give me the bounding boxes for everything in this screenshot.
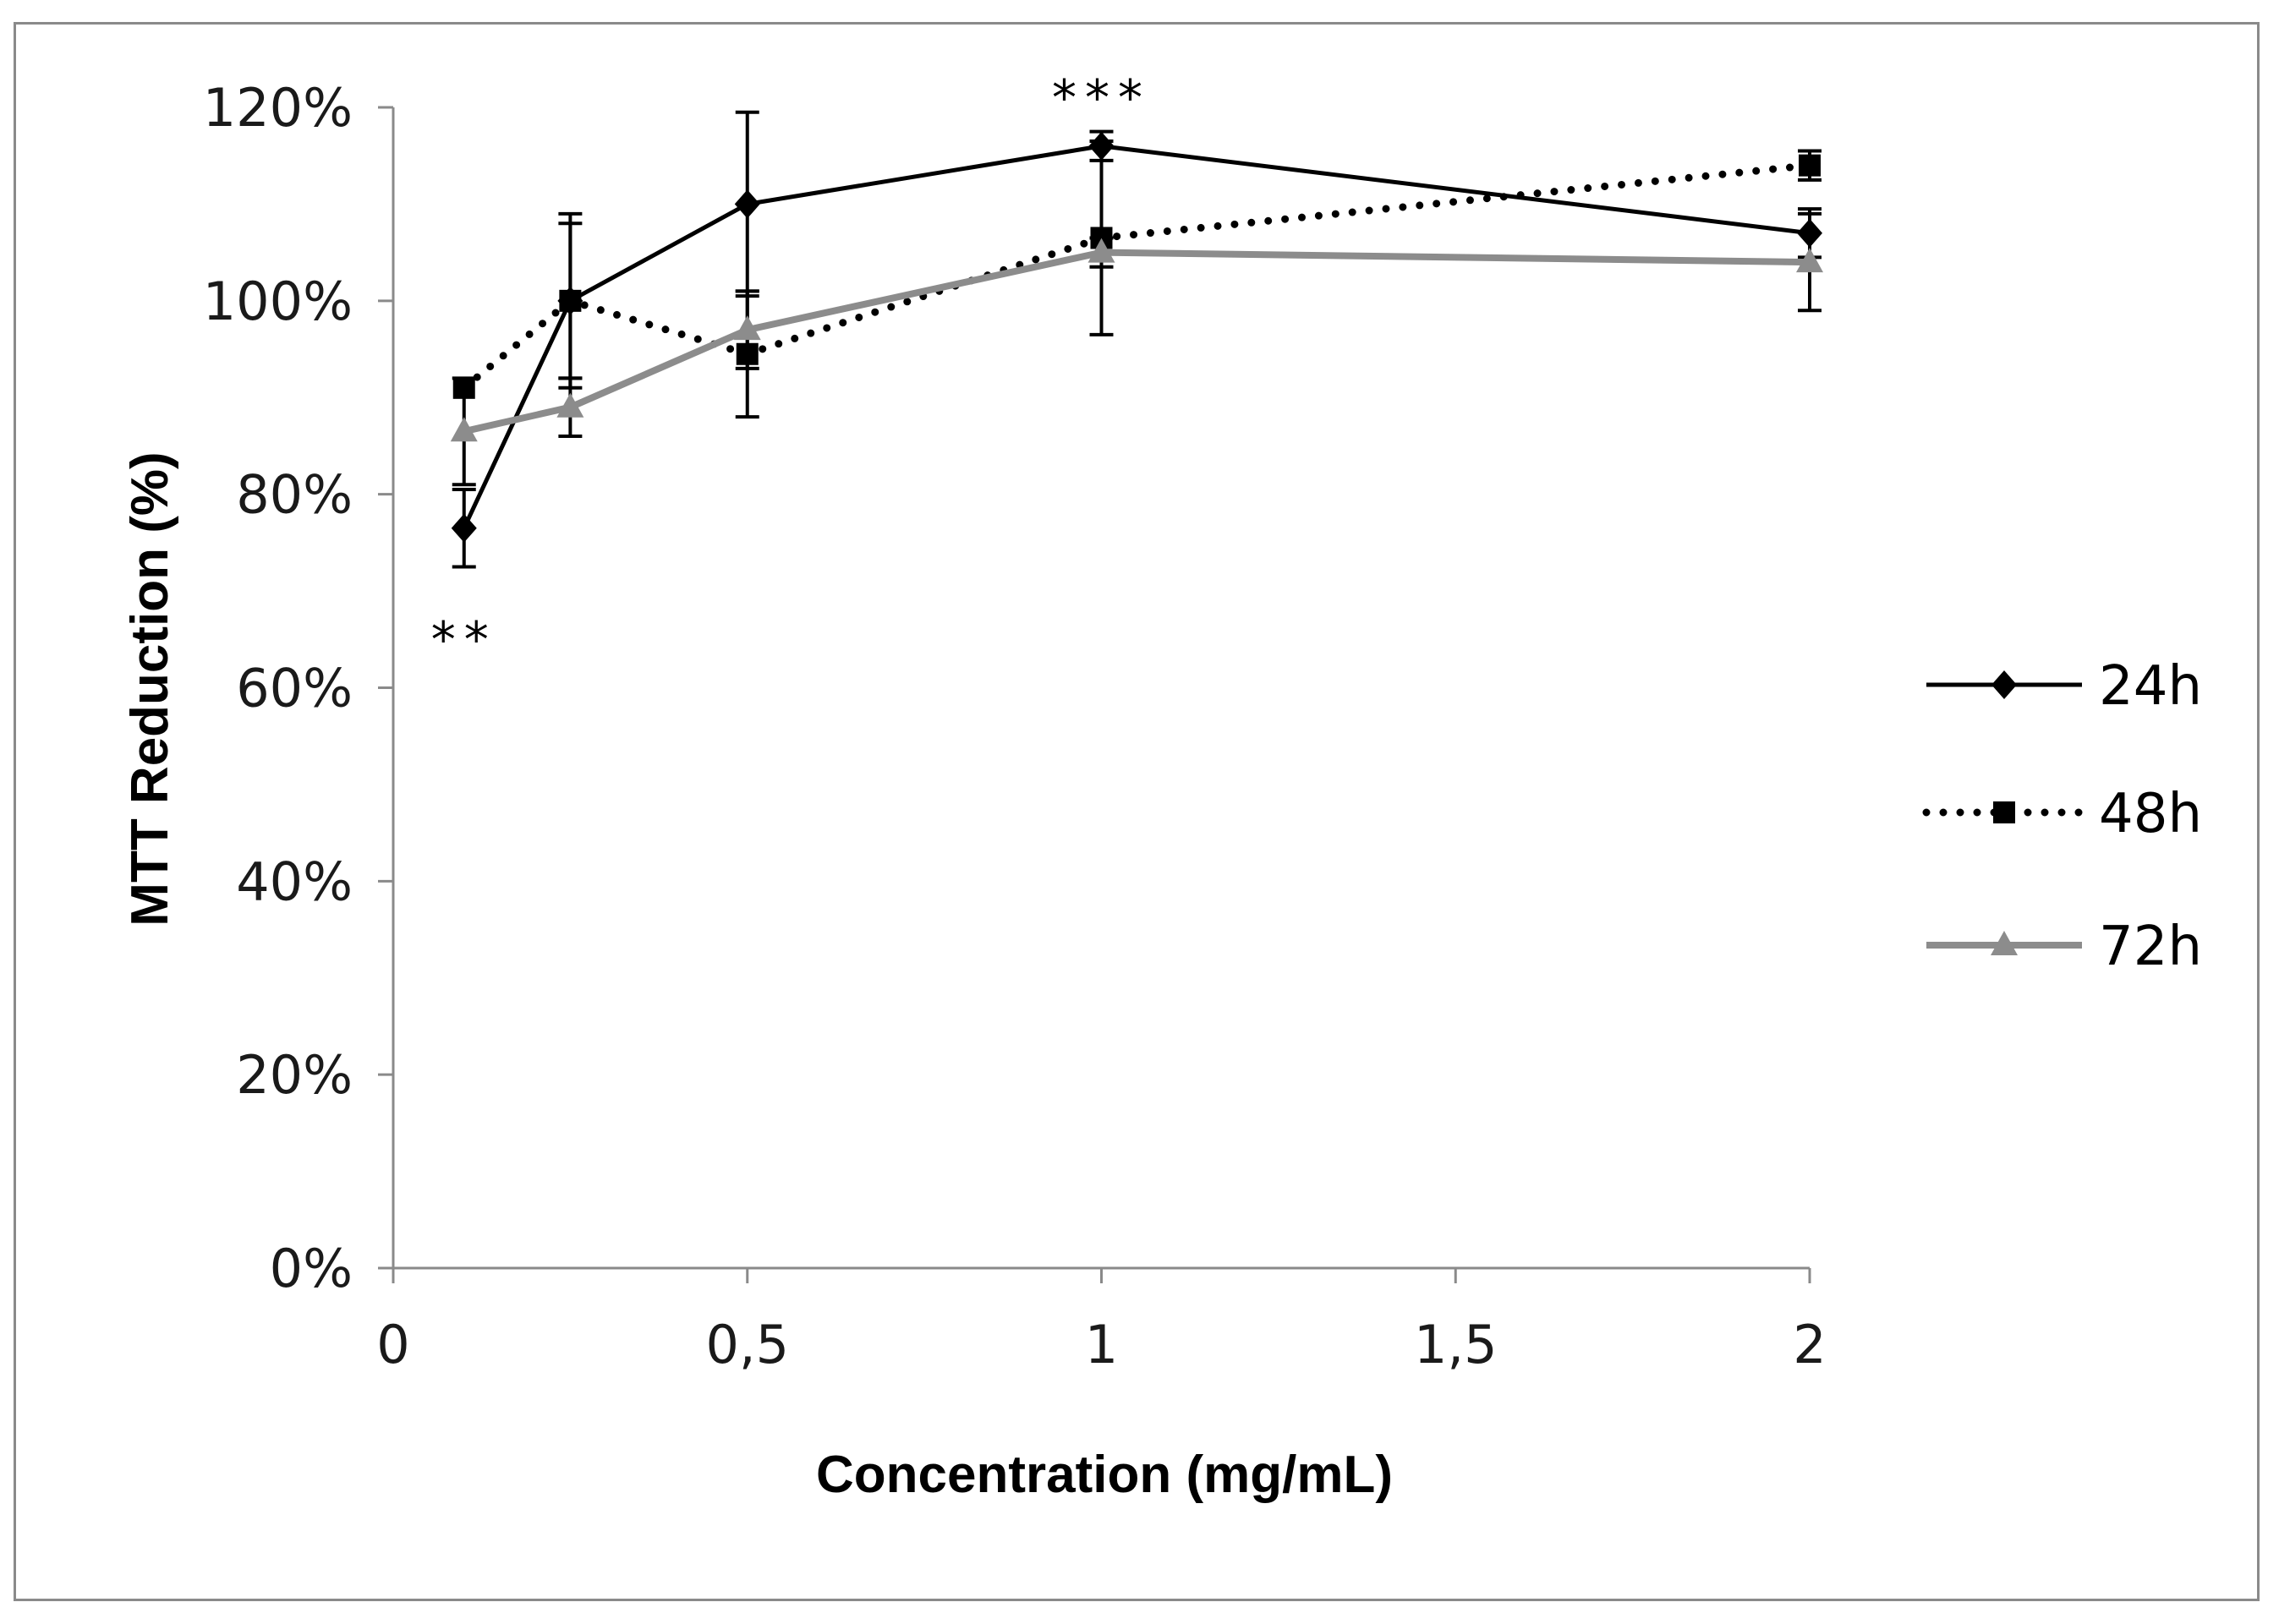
- axes: [378, 106, 1811, 1283]
- legend-label-72h: 72h: [2099, 916, 2202, 978]
- tick-labels: 0% 20% 40% 60% 80% 100% 120% 0 0,5 1 1,5 2: [203, 77, 1827, 1375]
- data-point-24h: [1797, 218, 1822, 248]
- data-point-48h: [559, 289, 582, 312]
- x-axis-title: Concentration (mg/mL): [816, 1446, 1393, 1504]
- significance-annotations: *****: [431, 69, 1151, 669]
- series-markers: [450, 131, 1823, 543]
- data-point-24h: [451, 513, 477, 543]
- series-line-72h: [463, 249, 1811, 435]
- data-point-24h: [1088, 131, 1115, 161]
- x-tick-label: 2: [1793, 1314, 1826, 1375]
- x-tick-label: 0,5: [705, 1314, 789, 1375]
- legend-marker-72h: [1991, 931, 2018, 955]
- data-point-72h: [1087, 238, 1115, 263]
- significance-label: ***: [1052, 69, 1151, 127]
- data-point-72h: [556, 392, 584, 418]
- series-line-24h: [462, 144, 1811, 529]
- y-tick-label: 20%: [236, 1044, 353, 1106]
- data-point-48h: [736, 342, 759, 365]
- legend-marker-48h: [1993, 801, 2015, 823]
- data-point-48h: [452, 376, 475, 399]
- y-tick-label: 0%: [270, 1238, 353, 1299]
- data-point-48h: [1799, 154, 1821, 177]
- y-tick-label: 100%: [203, 271, 353, 332]
- significance-label: **: [431, 610, 497, 668]
- chart-frame: [14, 22, 2260, 1601]
- y-tick-label: 60%: [236, 658, 353, 719]
- y-tick-label: 80%: [236, 464, 353, 526]
- y-tick-label: 120%: [203, 77, 353, 139]
- data-point-72h: [450, 417, 478, 442]
- legend: 24h 48h 72h: [1922, 655, 2202, 978]
- x-tick-label: 1: [1085, 1314, 1118, 1375]
- data-point-72h: [1796, 248, 1823, 273]
- y-tick-label: 40%: [236, 850, 353, 912]
- legend-label-24h: 24h: [2099, 655, 2202, 718]
- series-lines: [460, 144, 1814, 529]
- data-point-24h: [734, 189, 760, 219]
- x-tick-label: 1,5: [1414, 1314, 1498, 1375]
- y-axis-title: MTT Reduction (%): [121, 451, 179, 926]
- series-line-48h: [460, 161, 1814, 392]
- legend-marker-24h: [1991, 670, 2017, 699]
- error-bars: [452, 110, 1822, 569]
- legend-label-48h: 48h: [2099, 783, 2202, 845]
- x-tick-label: 0: [376, 1314, 409, 1375]
- data-point-72h: [733, 315, 761, 341]
